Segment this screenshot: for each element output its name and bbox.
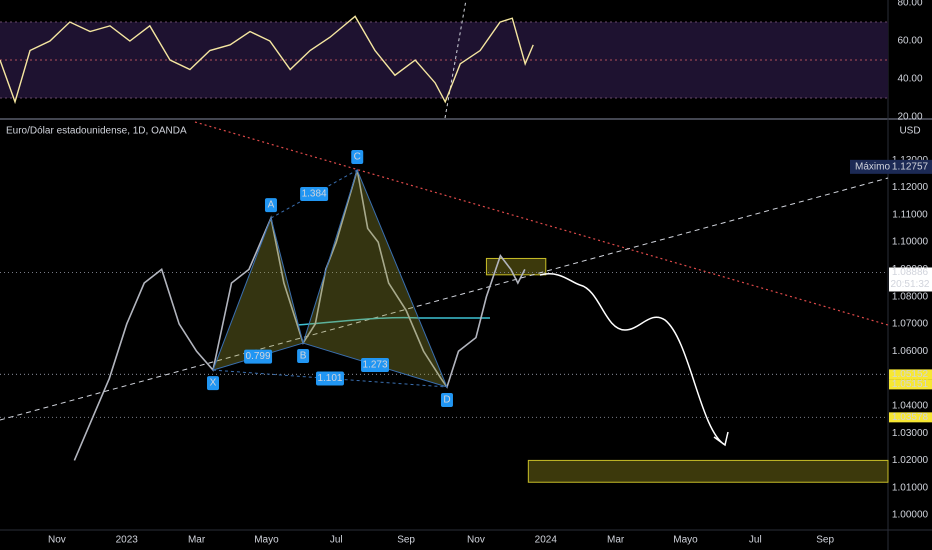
- ratio-label: 1.101: [317, 373, 342, 384]
- y-tick-label: 1.12000: [892, 182, 929, 193]
- point-badge: [440, 392, 453, 407]
- ratio-label: 1.384: [302, 189, 327, 200]
- price-label-box: [889, 379, 932, 390]
- y-tick-label: 1.01000: [892, 482, 929, 493]
- x-tick-label: 2023: [116, 535, 139, 546]
- x-tick-label: Mar: [188, 535, 206, 546]
- rsi-band: [0, 22, 888, 99]
- ratio-badge: [244, 349, 273, 364]
- x-tick-label: Jul: [749, 535, 762, 546]
- x-tick-label: Sep: [397, 535, 415, 546]
- point-label: A: [268, 200, 275, 211]
- y-tick-label: 80.00: [897, 0, 922, 9]
- ratio-badge: [361, 358, 390, 373]
- ratio-badge: [300, 187, 329, 202]
- point-label: D: [443, 395, 450, 406]
- price-label-box: [889, 369, 932, 380]
- ratio-badge: [315, 371, 344, 386]
- y-tick-label: 40.00: [897, 74, 922, 85]
- high-value: 1.12757: [892, 161, 929, 172]
- zone: [527, 459, 889, 483]
- ratio-label: 1.273: [363, 360, 388, 371]
- trend-line: [194, 121, 889, 326]
- point-label: B: [300, 351, 307, 362]
- price-label: 1.05152: [892, 369, 929, 380]
- high-box: [850, 159, 932, 174]
- trend-line: [0, 177, 889, 421]
- forecast-arrow: [539, 273, 729, 447]
- x-tick-label: Mayo: [673, 535, 698, 546]
- x-tick-label: Jul: [330, 535, 343, 546]
- point-badge: [207, 376, 220, 391]
- countdown: 20:51:32: [891, 279, 930, 290]
- high-label: Máximo: [855, 161, 890, 172]
- x-tick-label: 2024: [535, 535, 558, 546]
- point-badge: [351, 150, 364, 165]
- point-label: X: [210, 378, 217, 389]
- ratio-label: 0.799: [246, 351, 271, 362]
- point-badge: [297, 349, 310, 364]
- x-tick-label: Nov: [467, 535, 485, 546]
- y-tick-label: 1.11000: [892, 209, 928, 220]
- y-tick-label: 1.07000: [892, 319, 929, 330]
- y-tick-label: 20.00: [897, 112, 922, 123]
- moving-average: [296, 316, 490, 326]
- x-tick-label: Mayo: [254, 535, 279, 546]
- layer: [0, 21, 889, 483]
- y-tick-label: 1.08000: [892, 291, 929, 302]
- price-label: 1.05151: [892, 379, 929, 390]
- y-tick-label: 1.02000: [892, 455, 929, 466]
- point-badge: [264, 198, 277, 213]
- x-tick-label: Nov: [48, 535, 66, 546]
- y-tick-label: 1.03000: [892, 428, 929, 439]
- y-tick-label: 1.00000: [892, 510, 929, 521]
- price-label-box: [889, 267, 932, 292]
- price-line: [73, 169, 526, 461]
- x-tick-label: Sep: [816, 535, 834, 546]
- chart-title: Euro/Dólar estadounidense, 1D, OANDA: [6, 126, 187, 137]
- y-tick-label: 1.10000: [892, 237, 929, 248]
- y-tick-label: 60.00: [897, 36, 922, 47]
- price-label: 1.03578: [892, 412, 929, 423]
- y-tick-label: 1.04000: [892, 400, 929, 411]
- trend-line: [444, 0, 467, 119]
- point-label: C: [354, 152, 361, 163]
- currency-label: USD: [899, 126, 920, 137]
- y-tick-label: 1.06000: [892, 346, 929, 357]
- zone: [485, 257, 547, 276]
- price-label-box: [889, 412, 932, 423]
- price-label: 1.08886: [892, 267, 929, 278]
- x-tick-label: Mar: [607, 535, 625, 546]
- price-line: [0, 15, 534, 105]
